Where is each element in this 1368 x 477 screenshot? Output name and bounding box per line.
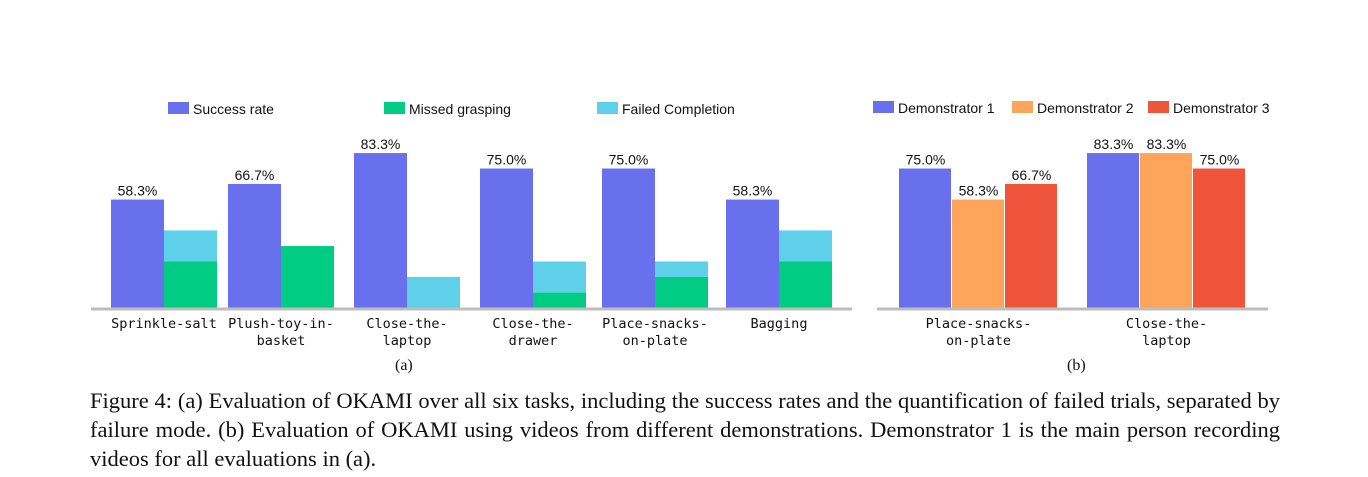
tick-label-a-5: Bagging bbox=[751, 316, 808, 332]
data-label-b-1-2: 75.0% bbox=[1200, 152, 1240, 168]
tick-label-a-1: Plush-toy-in-basket bbox=[228, 316, 334, 349]
data-label-a-4: 75.0% bbox=[609, 152, 649, 168]
tick-line-a-1-0: Plush-toy-in- bbox=[228, 316, 334, 332]
bar-demo1-0 bbox=[899, 168, 951, 308]
bar-success-5 bbox=[726, 199, 779, 308]
legend-label-b-0: Demonstrator 1 bbox=[898, 100, 995, 116]
panel-a-label: (a) bbox=[395, 357, 413, 374]
tick-label-a-2: Close-the-laptop bbox=[366, 316, 447, 349]
bar-demo1-1 bbox=[1087, 153, 1139, 308]
bar-failed-4 bbox=[655, 261, 708, 277]
tick-line-a-2-1: laptop bbox=[383, 333, 432, 349]
bar-missed-4 bbox=[655, 276, 708, 308]
legend-label-a-0: Success rate bbox=[193, 101, 274, 117]
bar-missed-3 bbox=[533, 292, 586, 308]
legend-label-a-2: Failed Completion bbox=[622, 101, 735, 117]
bar-missed-0 bbox=[164, 261, 217, 308]
tick-line-a-3-0: Close-the- bbox=[492, 316, 573, 332]
tick-line-a-3-1: drawer bbox=[509, 333, 558, 349]
legend-label-b-2: Demonstrator 3 bbox=[1173, 100, 1270, 116]
legend-swatch-a-0 bbox=[168, 102, 189, 114]
tick-line-b-1-0: Close-the- bbox=[1126, 316, 1207, 332]
legend-swatch-b-1 bbox=[1012, 101, 1033, 113]
tick-line-a-4-1: on-plate bbox=[622, 333, 687, 349]
tick-label-a-0: Sprinkle-salt bbox=[111, 316, 217, 332]
bar-success-2 bbox=[354, 153, 407, 308]
bar-demo3-1 bbox=[1193, 168, 1245, 308]
bar-demo2-1 bbox=[1140, 153, 1192, 308]
data-label-b-0-0: 75.0% bbox=[906, 152, 946, 168]
tick-line-b-0-1: on-plate bbox=[946, 333, 1011, 349]
bar-missed-5 bbox=[779, 261, 832, 308]
data-label-a-3: 75.0% bbox=[487, 152, 527, 168]
tick-line-a-2-0: Close-the- bbox=[366, 316, 447, 332]
data-label-a-5: 58.3% bbox=[733, 183, 773, 199]
bar-success-3 bbox=[480, 168, 533, 308]
tick-label-a-3: Close-the-drawer bbox=[492, 316, 573, 349]
bar-failed-2 bbox=[407, 276, 460, 308]
bar-missed-1 bbox=[281, 246, 334, 308]
legend-label-b-1: Demonstrator 2 bbox=[1037, 100, 1134, 116]
bar-success-1 bbox=[228, 183, 281, 308]
data-label-b-0-2: 66.7% bbox=[1012, 167, 1052, 183]
tick-line-b-1-1: laptop bbox=[1142, 333, 1191, 349]
bar-success-0 bbox=[111, 199, 164, 308]
tick-label-b-0: Place-snacks-on-plate bbox=[926, 316, 1032, 349]
tick-line-a-1-1: basket bbox=[257, 333, 306, 349]
legend-swatch-b-0 bbox=[873, 101, 894, 113]
data-label-a-0: 58.3% bbox=[118, 183, 158, 199]
panel-b-label: (b) bbox=[1067, 357, 1086, 374]
bar-failed-5 bbox=[779, 230, 832, 262]
tick-label-b-1: Close-the-laptop bbox=[1126, 316, 1207, 349]
legend-swatch-a-2 bbox=[597, 102, 618, 114]
chart-panel-a: Success rate Missed grasping Failed Comple… bbox=[91, 101, 852, 349]
legend-swatch-a-1 bbox=[384, 102, 405, 114]
tick-line-a-4-0: Place-snacks- bbox=[602, 316, 708, 332]
bar-failed-3 bbox=[533, 261, 586, 293]
data-label-b-1-1: 83.3% bbox=[1147, 136, 1187, 152]
tick-line-a-5-0: Bagging bbox=[751, 316, 808, 332]
tick-label-a-4: Place-snacks-on-plate bbox=[602, 316, 708, 349]
data-label-b-1-0: 83.3% bbox=[1094, 136, 1134, 152]
tick-line-b-0-0: Place-snacks- bbox=[926, 316, 1032, 332]
bar-failed-0 bbox=[164, 230, 217, 262]
bar-demo3-0 bbox=[1005, 183, 1057, 308]
data-label-a-2: 83.3% bbox=[361, 136, 401, 152]
chart-panel-b: Demonstrator 1 Demonstrator 2 Demonstrator… bbox=[873, 100, 1270, 349]
data-label-b-0-1: 58.3% bbox=[959, 183, 999, 199]
figure-caption: Figure 4: (a) Evaluation of OKAMI over a… bbox=[90, 388, 1280, 471]
bar-demo2-0 bbox=[952, 199, 1004, 308]
bar-success-4 bbox=[602, 168, 655, 308]
legend-swatch-b-2 bbox=[1148, 101, 1169, 113]
tick-line-a-0-0: Sprinkle-salt bbox=[111, 316, 217, 332]
data-label-a-1: 66.7% bbox=[235, 167, 275, 183]
legend-label-a-1: Missed grasping bbox=[409, 101, 511, 117]
